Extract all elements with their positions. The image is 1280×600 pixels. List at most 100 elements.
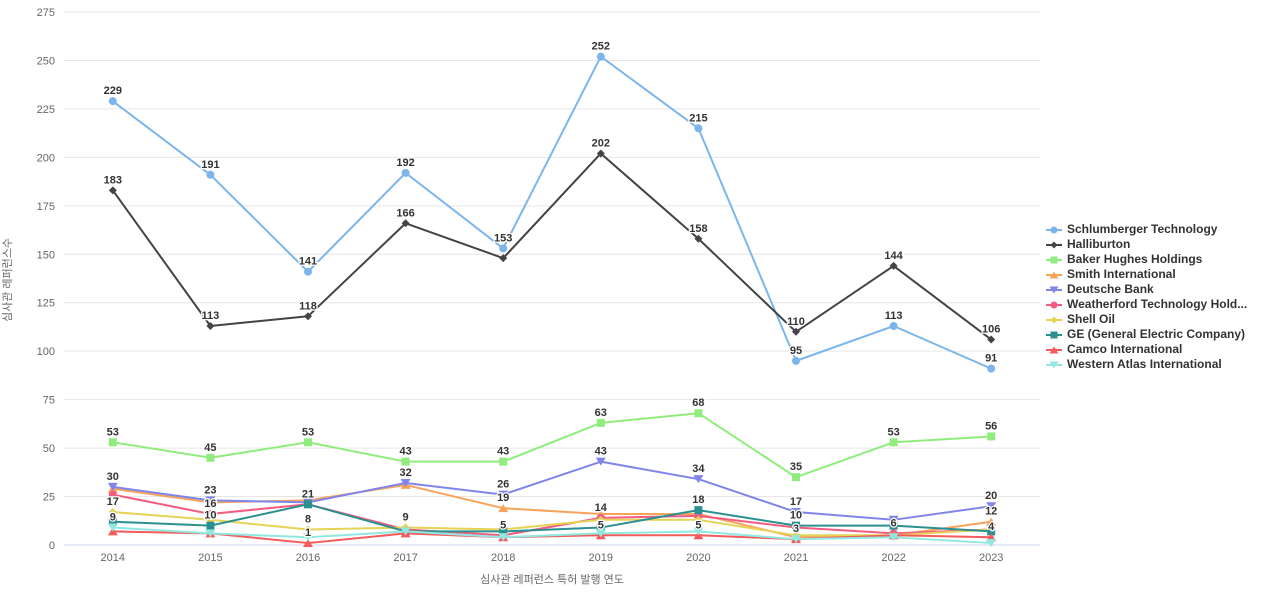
- x-tick-label: 2021: [784, 552, 808, 564]
- marker-square: [792, 473, 800, 482]
- x-tick-label: 2020: [686, 552, 710, 564]
- data-label: 91: [985, 353, 997, 365]
- marker-diamond: [206, 321, 215, 330]
- marker-square: [206, 453, 215, 462]
- marker-triangle-down: [595, 529, 606, 538]
- legend-label: Baker Hughes Holdings: [1067, 252, 1203, 266]
- marker-square: [499, 527, 508, 536]
- marker-circle: [987, 364, 996, 373]
- marker-circle: [694, 124, 703, 133]
- series-line: [111, 493, 993, 537]
- data-label: 215: [689, 112, 707, 124]
- legend-item-schlumberger-technology[interactable]: Schlumberger Technology: [1046, 222, 1247, 237]
- data-label: 10: [790, 510, 802, 522]
- y-tick-label: 200: [37, 152, 55, 164]
- marker-circle: [108, 490, 117, 499]
- marker-circle: [206, 170, 215, 179]
- y-tick-label: 175: [37, 201, 55, 213]
- y-tick-label: 225: [37, 104, 55, 116]
- data-label: 30: [107, 471, 119, 483]
- data-label: 43: [399, 446, 411, 458]
- marker-triangle-down: [205, 496, 216, 505]
- marker-triangle-down: [595, 457, 606, 466]
- data-label: 4: [988, 521, 995, 533]
- legend-item-baker-hughes-holdings[interactable]: Baker Hughes Holdings: [1046, 252, 1247, 267]
- x-tick-label: 2015: [198, 552, 222, 564]
- legend-item-halliburton[interactable]: Halliburton: [1046, 237, 1247, 252]
- data-label: 21: [302, 488, 314, 500]
- data-label: 18: [692, 494, 704, 506]
- x-tick-label: 2022: [881, 552, 905, 564]
- data-label: 10: [204, 510, 216, 522]
- data-label: 3: [793, 523, 799, 535]
- y-tick-label: 25: [43, 492, 55, 504]
- marker-square: [694, 409, 703, 418]
- data-label: 166: [396, 207, 414, 219]
- series-western-atlas-international: [107, 523, 997, 548]
- legend-label: Western Atlas International: [1067, 357, 1222, 371]
- marker-triangle-down: [1049, 361, 1059, 368]
- data-label: 23: [204, 484, 216, 496]
- data-label: 183: [104, 174, 122, 186]
- marker-diamond: [108, 508, 117, 517]
- legend-marker-icon: [1046, 346, 1062, 353]
- x-tick-label: 2018: [491, 552, 515, 564]
- legend-marker-icon: [1046, 286, 1062, 293]
- legend-label: Halliburton: [1067, 237, 1131, 251]
- data-label: 5: [695, 519, 701, 531]
- marker-triangle-down: [791, 508, 801, 517]
- legend-label: Schlumberger Technology: [1067, 222, 1218, 236]
- marker-triangle-down: [888, 533, 899, 542]
- series-line: [111, 503, 993, 533]
- legend-label: Camco International: [1067, 342, 1183, 356]
- data-label: 19: [497, 492, 509, 504]
- marker-diamond: [304, 312, 312, 321]
- data-label: 53: [302, 426, 314, 438]
- marker-triangle-down: [1049, 286, 1059, 293]
- marker-triangle: [303, 539, 313, 548]
- series-line: [111, 460, 993, 521]
- marker-triangle: [1049, 271, 1059, 278]
- marker-square: [987, 432, 996, 441]
- data-label: 113: [202, 310, 220, 322]
- data-label: 12: [985, 506, 997, 518]
- legend-marker-icon: [1046, 256, 1062, 263]
- legend-label: Deutsche Bank: [1067, 282, 1154, 296]
- marker-diamond: [401, 219, 410, 228]
- legend-item-weatherford-technology-hold[interactable]: Weatherford Technology Hold...: [1046, 297, 1247, 312]
- marker-square: [499, 457, 508, 466]
- data-label: 113: [885, 310, 903, 322]
- marker-circle: [792, 356, 800, 365]
- marker-circle: [1050, 301, 1058, 308]
- data-label: 118: [299, 300, 317, 312]
- legend-item-ge-general-electric-company[interactable]: GE (General Electric Company): [1046, 327, 1247, 342]
- x-tick-label: 2017: [393, 552, 417, 564]
- data-label: 153: [494, 232, 512, 244]
- series-line: [111, 152, 993, 341]
- marker-circle: [499, 244, 508, 253]
- series-baker-hughes-holdings: [108, 409, 996, 482]
- data-label: 16: [204, 498, 216, 510]
- marker-square: [304, 438, 312, 447]
- marker-square: [889, 521, 898, 530]
- legend-item-camco-international[interactable]: Camco International: [1046, 342, 1247, 357]
- data-label: 141: [299, 256, 317, 268]
- legend-marker-icon: [1046, 271, 1062, 278]
- data-label: 252: [592, 41, 610, 53]
- marker-triangle-down: [107, 523, 118, 532]
- legend-label: GE (General Electric Company): [1067, 327, 1246, 341]
- x-tick-label: 2016: [296, 552, 320, 564]
- legend-item-deutsche-bank[interactable]: Deutsche Bank: [1046, 282, 1247, 297]
- data-label: 17: [790, 496, 802, 508]
- data-label: 158: [689, 223, 707, 235]
- legend: Schlumberger Technology Halliburton Baker …: [1046, 222, 1247, 372]
- legend-item-western-atlas-international[interactable]: Western Atlas International: [1046, 357, 1247, 372]
- data-label: 110: [787, 316, 805, 328]
- marker-triangle-down: [791, 535, 801, 544]
- marker-diamond: [304, 525, 312, 534]
- marker-square: [694, 506, 703, 515]
- data-label: 9: [403, 512, 409, 524]
- legend-item-smith-international[interactable]: Smith International: [1046, 267, 1247, 282]
- marker-circle: [889, 321, 898, 330]
- legend-item-shell-oil[interactable]: Shell Oil: [1046, 312, 1247, 327]
